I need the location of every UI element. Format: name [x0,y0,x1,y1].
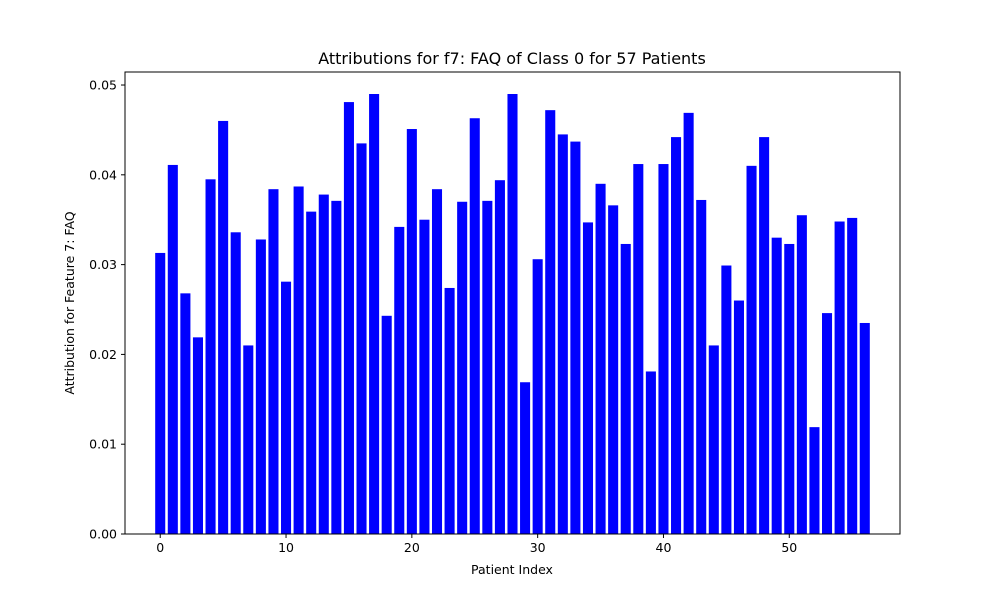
x-tick-label: 10 [278,540,294,555]
y-tick-label: 0.00 [89,527,117,542]
bar-patient-56 [859,322,870,534]
x-tick-label: 40 [656,540,672,555]
y-tick-label: 0.04 [89,167,117,182]
bar-patient-49 [771,237,782,535]
bar-patient-53 [822,313,833,534]
y-axis-ticks: 0.00 0.01 0.02 0.03 0.04 0.05 [89,78,125,542]
x-tick-label: 20 [404,540,420,555]
bar-patient-24 [457,201,468,534]
x-axis-ticks: 0 10 20 30 40 50 [156,534,797,555]
bar-patient-30 [532,259,543,534]
bar-patient-11 [293,186,304,535]
bar-patient-41 [671,137,682,534]
bar-patient-55 [847,217,858,535]
bar-patient-19 [394,226,405,534]
bar-patient-42 [683,112,694,535]
bar-patient-48 [759,137,770,534]
y-tick-label: 0.03 [89,257,117,272]
bar-patient-12 [306,211,317,534]
bar-patient-46 [733,300,744,534]
x-axis-label: Patient Index [471,562,553,577]
bar-patient-43 [696,199,707,534]
bar-patient-40 [658,164,669,535]
bar-patient-14 [331,200,342,535]
bar-patient-44 [708,345,719,534]
bar-patient-32 [557,134,568,534]
bar-patient-38 [633,164,644,535]
bar-patient-6 [230,232,241,535]
x-tick-label: 50 [781,540,797,555]
bar-patient-54 [834,221,845,534]
bar-patient-52 [809,427,820,534]
plot-frame [124,71,901,535]
bar-patient-35 [595,183,606,535]
bar-patient-21 [419,219,430,534]
bar-patient-15 [343,102,354,534]
bar-patient-10 [281,281,292,534]
bar-patient-2 [180,293,191,534]
bar-patient-25 [469,118,480,535]
bar-patient-3 [192,337,203,534]
y-tick-label: 0.05 [89,78,117,93]
bar-patient-7 [243,345,254,534]
bar-patient-23 [444,287,455,534]
bar-patient-37 [620,243,631,534]
bar-patient-47 [746,165,757,534]
bar-patient-4 [205,179,216,534]
bar-patient-13 [318,194,329,534]
bar-patient-20 [406,129,417,534]
bar-patient-33 [570,141,581,534]
bar-patient-1 [167,164,178,534]
bar-patient-8 [255,239,266,534]
bar-patient-16 [356,143,367,534]
bar-patient-0 [155,252,166,534]
bar-patient-50 [784,243,795,534]
x-tick-label: 30 [530,540,546,555]
bar-patient-22 [431,189,443,534]
bar-patient-9 [268,189,279,534]
bar-patient-36 [608,205,619,534]
y-tick-label: 0.01 [89,437,117,452]
bar-patient-45 [721,265,732,534]
bar-patient-5 [218,120,229,534]
chart-title: Attributions for f7: FAQ of Class 0 for … [318,49,706,68]
bar-patient-39 [645,371,656,534]
y-tick-label: 0.02 [89,347,117,362]
bar-patient-29 [520,382,531,534]
y-axis-label: Attribution for Feature 7: FAQ [62,211,77,394]
bar-patient-31 [545,110,556,534]
bar-patient-28 [507,94,518,534]
bar-patient-17 [369,94,380,534]
bar-patient-34 [582,222,594,534]
bar-patient-51 [796,215,807,534]
x-tick-label: 0 [156,540,164,555]
bar-patient-26 [482,200,493,535]
bar-patient-18 [381,315,392,534]
bar-patient-27 [494,180,505,534]
bars-group [155,94,870,535]
